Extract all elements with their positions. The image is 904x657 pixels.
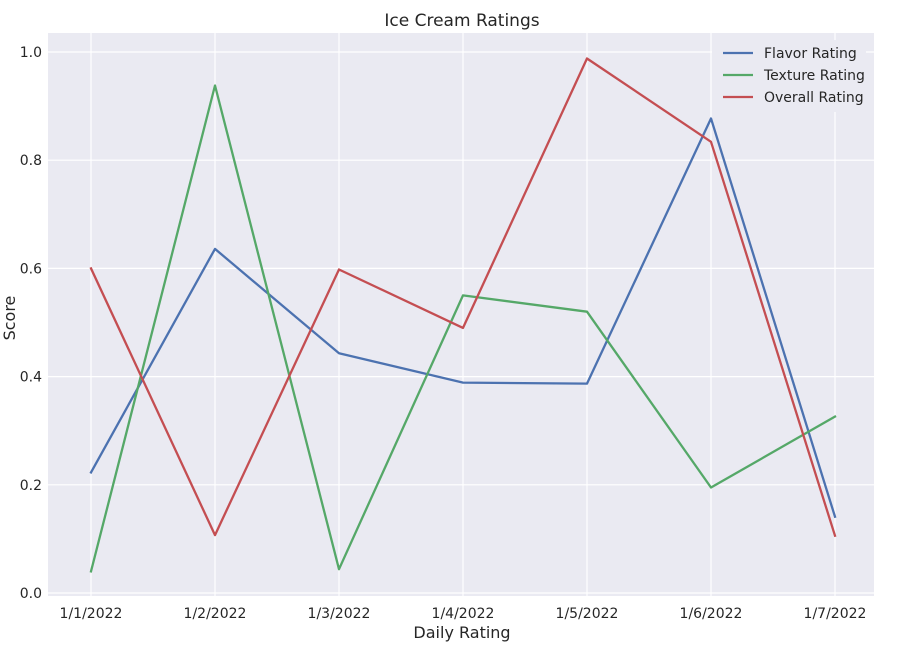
legend-entry: Texture Rating [763,68,865,84]
x-tick-label: 1/3/2022 [308,606,371,622]
x-tick-label: 1/5/2022 [556,606,619,622]
x-tick-label: 1/7/2022 [804,606,867,622]
y-tick-label: 1.0 [20,45,42,61]
x-tick-label: 1/2/2022 [184,606,247,622]
plot-area [48,33,874,596]
legend-entry: Overall Rating [764,90,864,106]
legend-entry: Flavor Rating [764,46,857,62]
series-line-2 [89,84,837,573]
y-axis-label: Score [0,296,19,341]
x-tick-labels: 1/1/2022 1/2/2022 1/3/2022 1/4/2022 1/5/2022… [60,606,867,622]
x-tick-label: 1/1/2022 [60,606,123,622]
y-tick-labels: 0.0 0.2 0.4 0.6 0.8 1.0 [20,45,42,602]
series-lines [89,57,837,573]
legend: Flavor Rating Texture Rating Overall Ratin… [712,40,866,112]
y-tick-label: 0.4 [20,370,42,386]
x-axis-label: Daily Rating [413,623,510,642]
x-tick-label: 1/6/2022 [680,606,743,622]
y-tick-label: 0.6 [20,261,42,277]
x-tick-label: 1/4/2022 [432,606,495,622]
y-tick-label: 0.8 [20,153,42,169]
y-tick-label: 0.0 [20,586,42,602]
series-line-3 [89,57,837,538]
chart-title: Ice Cream Ratings [384,11,539,31]
y-tick-label: 0.2 [20,478,42,494]
series-line-1 [89,117,837,519]
